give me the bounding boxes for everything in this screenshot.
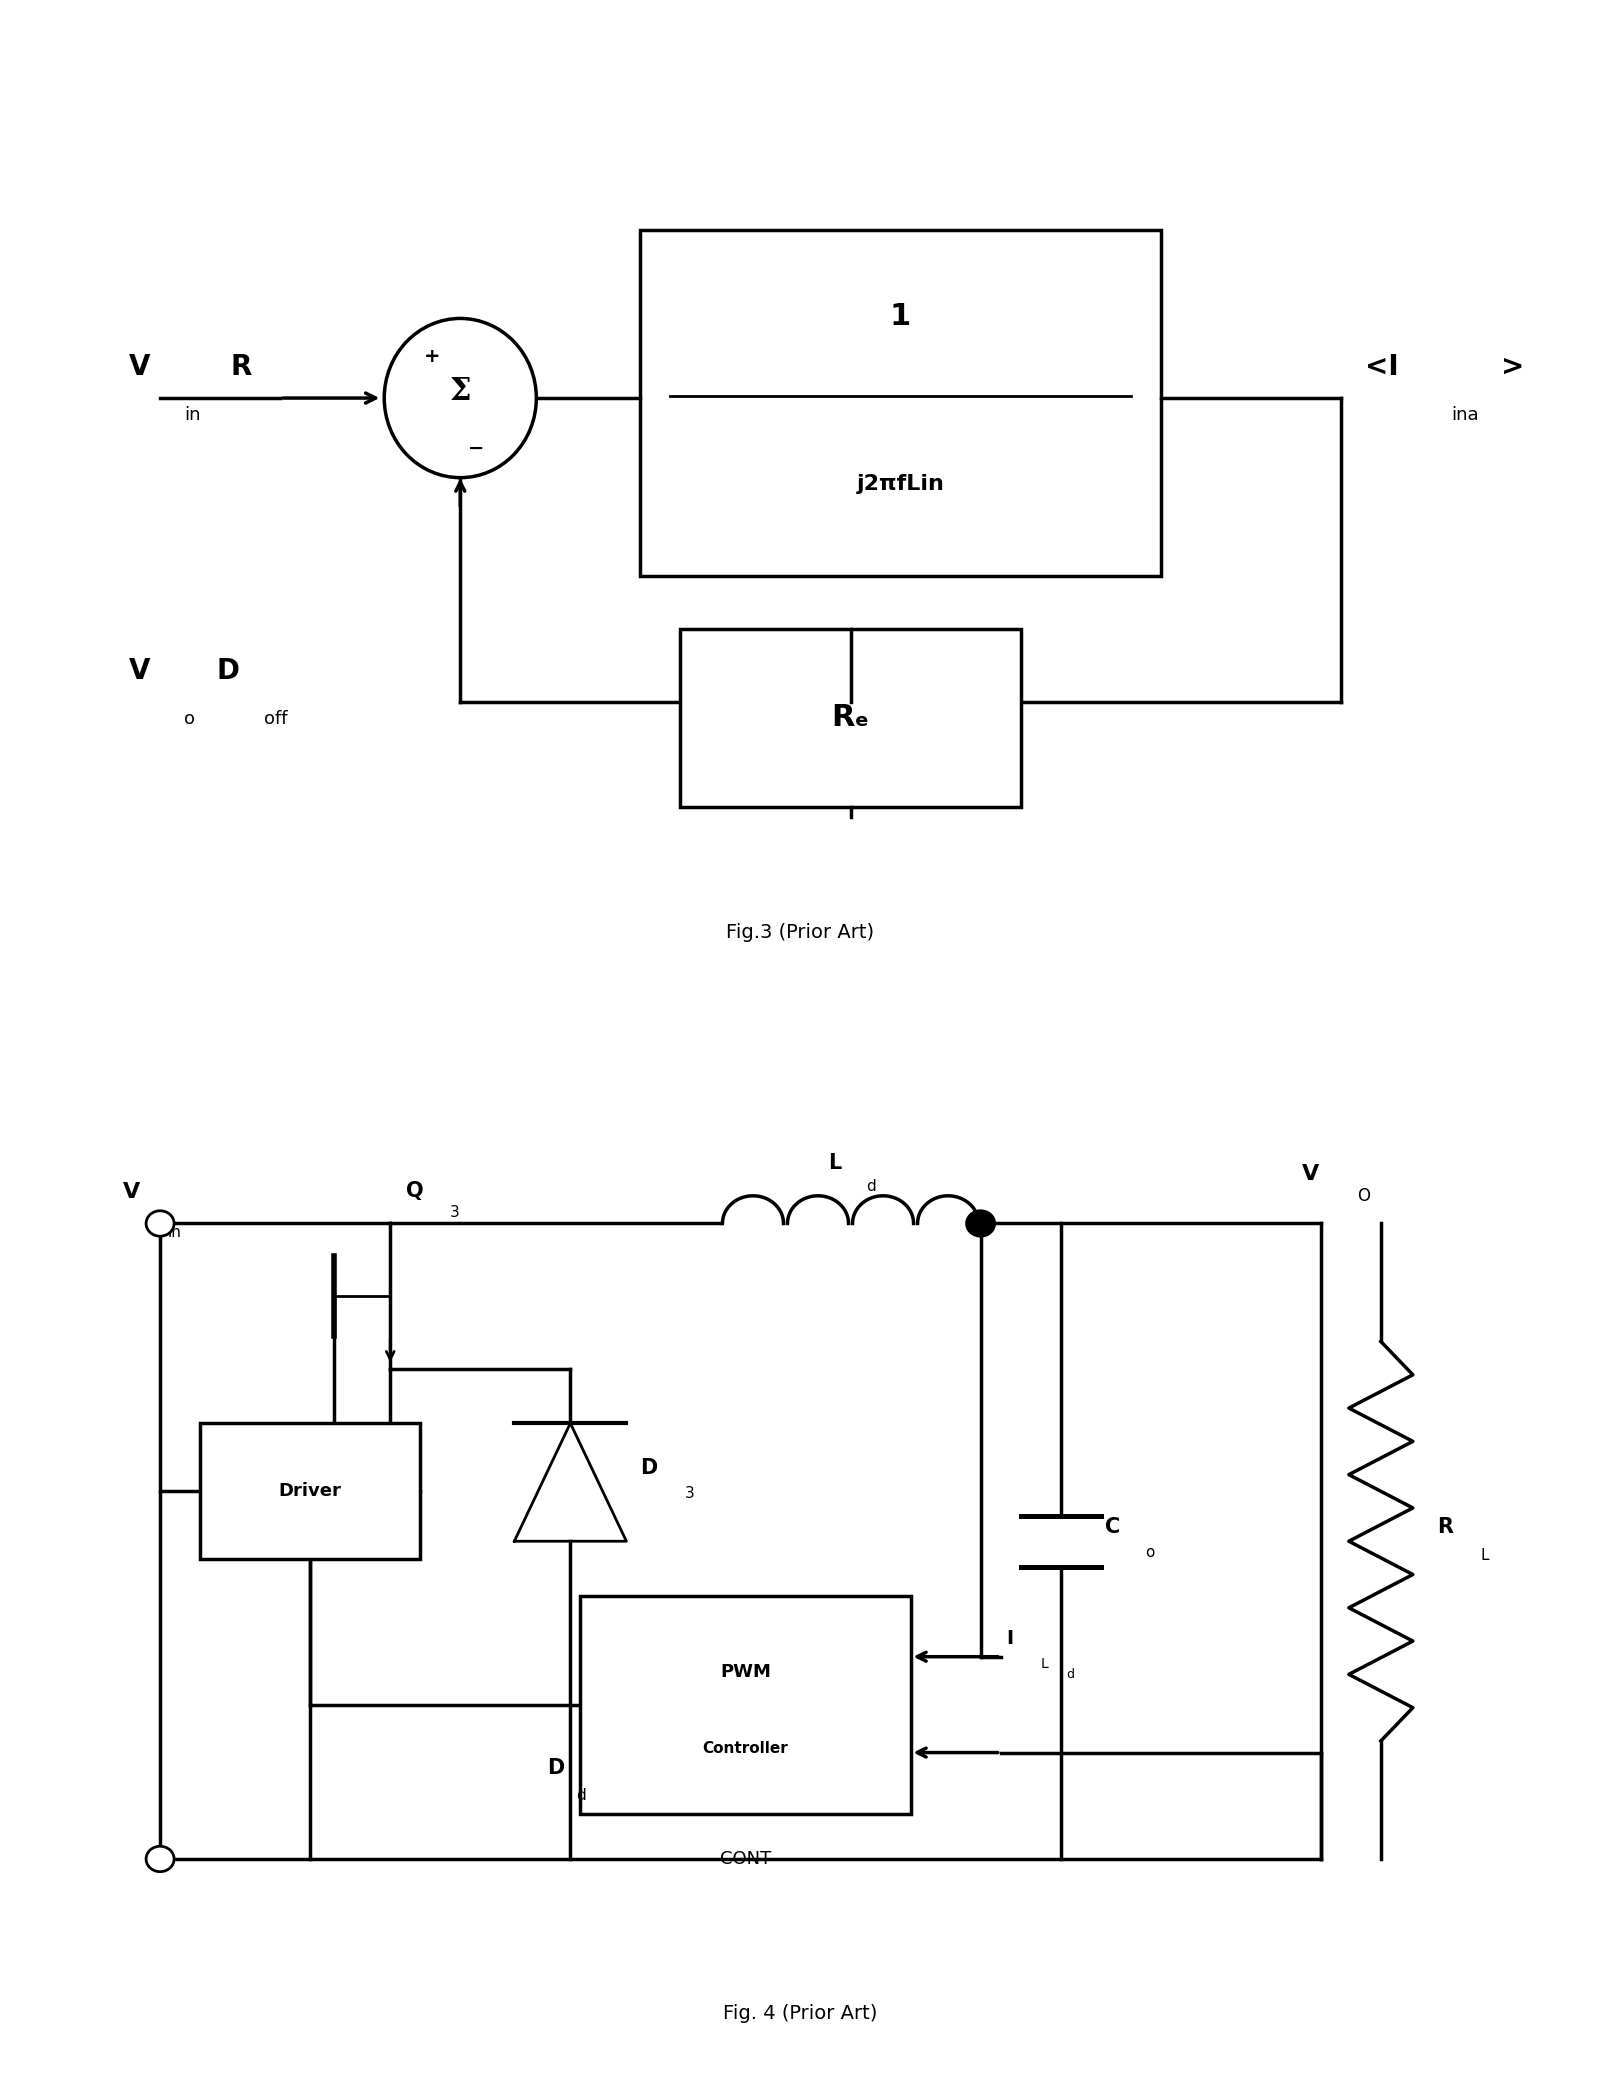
Circle shape [146, 1211, 175, 1236]
Text: CONT: CONT [720, 1850, 772, 1869]
Text: Driver: Driver [279, 1483, 341, 1500]
Bar [200, 1423, 419, 1559]
Text: R: R [1438, 1517, 1452, 1538]
Text: Σ: Σ [450, 377, 471, 406]
Text: Rₑ: Rₑ [831, 704, 869, 731]
Text: 1: 1 [890, 302, 911, 331]
Text: <I: <I [1364, 354, 1399, 381]
Bar [680, 628, 1021, 807]
Text: Q: Q [407, 1182, 424, 1200]
Text: Controller: Controller [703, 1741, 788, 1756]
Bar [581, 1596, 911, 1814]
Text: Fig.3 (Prior Art): Fig.3 (Prior Art) [727, 922, 874, 943]
Text: I: I [1007, 1630, 1013, 1649]
Text: R: R [231, 354, 251, 381]
Text: 3: 3 [685, 1485, 695, 1500]
Text: o: o [1145, 1544, 1154, 1559]
Text: PWM: PWM [720, 1663, 772, 1680]
Text: L: L [1041, 1657, 1049, 1672]
Text: C: C [1105, 1517, 1121, 1538]
Circle shape [967, 1211, 994, 1236]
Text: j2πfLin: j2πfLin [857, 473, 945, 494]
Text: 3: 3 [450, 1205, 459, 1219]
Text: D: D [216, 658, 239, 685]
Text: o: o [184, 710, 195, 727]
Bar [640, 230, 1161, 576]
Text: Fig. 4 (Prior Art): Fig. 4 (Prior Art) [724, 2003, 877, 2024]
Text: in: in [184, 406, 200, 423]
Text: L: L [1481, 1548, 1489, 1563]
Text: >: > [1502, 354, 1524, 381]
Circle shape [146, 1846, 175, 1871]
Text: +: + [424, 346, 440, 367]
Text: off: off [264, 710, 288, 727]
Text: V: V [128, 658, 150, 685]
Text: −: − [467, 438, 485, 459]
Text: V: V [1302, 1163, 1319, 1184]
Text: d: d [1066, 1668, 1074, 1682]
Text: O: O [1358, 1188, 1370, 1205]
Text: D: D [640, 1458, 658, 1477]
Text: D: D [548, 1758, 565, 1779]
Text: ina: ina [1451, 406, 1479, 423]
Circle shape [384, 318, 536, 478]
Text: L: L [828, 1152, 841, 1173]
Text: in: in [168, 1226, 183, 1240]
Text: V: V [123, 1182, 141, 1203]
Text: d: d [866, 1179, 876, 1194]
Text: d: d [576, 1787, 586, 1804]
Text: V: V [128, 354, 150, 381]
